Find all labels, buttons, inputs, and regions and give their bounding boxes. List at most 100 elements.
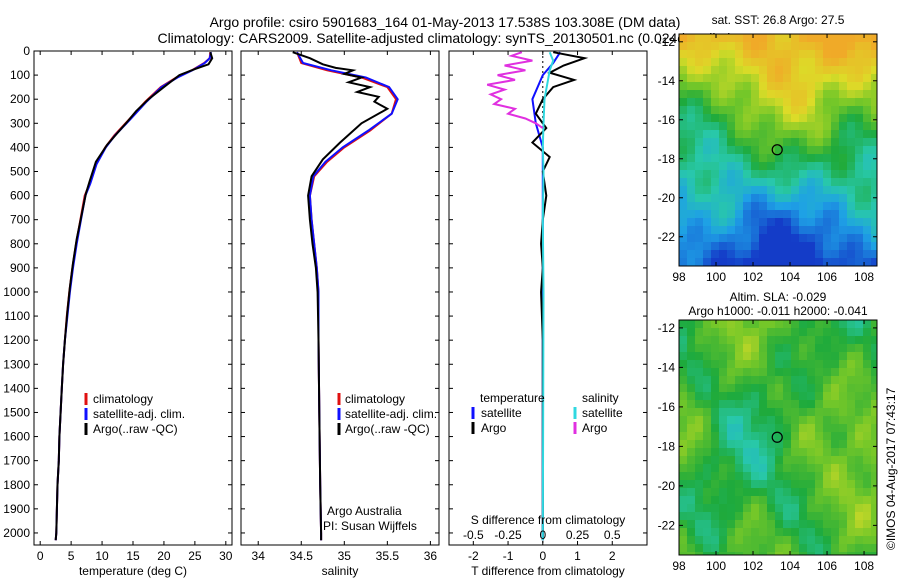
map-cell [775,130,783,138]
map-cell [807,392,815,400]
map-cell [727,368,735,376]
map-cell [799,488,807,496]
salinity-legend: climatology satellite-adj. clim. Argo(..… [337,392,437,436]
map-cell [735,432,743,440]
map-cell [759,472,767,480]
map-cell [831,42,839,50]
map-cell [751,114,759,122]
map-cell [855,66,863,74]
map-cell [751,432,759,440]
map-cell [831,504,839,512]
y-tick-label: 1600 [3,430,30,444]
map-cell [711,154,719,162]
map-cell [711,544,719,552]
map-cell [703,520,711,528]
map-cell [703,416,711,424]
map-cell [751,408,759,416]
map-cell [711,344,719,352]
map-cell [703,138,711,146]
map-cell [823,440,831,448]
map-cell [679,186,687,194]
map-cell [799,194,807,202]
map-cell [799,400,807,408]
map-cell [839,226,847,234]
map-cell [791,504,799,512]
map-cell [839,34,847,42]
map-cell [839,416,847,424]
map-cell [863,384,871,392]
map-cell [815,512,823,520]
map-cell [735,520,743,528]
map-cell [711,218,719,226]
map-cell [687,544,695,552]
map-cell [815,344,823,352]
map-cell [687,178,695,186]
map-cell [687,352,695,360]
map-cell [711,58,719,66]
map-cell [807,194,815,202]
map-cell [743,368,751,376]
map-cell [687,114,695,122]
map-cell [759,34,767,42]
map-cell [839,392,847,400]
map-cell [815,456,823,464]
map-cell [847,58,855,66]
map-cell [719,162,727,170]
map-cell [807,400,815,408]
map-cell [815,424,823,432]
map-cell [703,114,711,122]
map-cell [751,106,759,114]
map-cell [759,504,767,512]
map-cell [751,528,759,536]
map-cell [823,464,831,472]
map-frame [678,319,878,556]
map-cell [783,210,791,218]
map-cell [703,210,711,218]
map-cell [703,368,711,376]
map-cell [831,408,839,416]
map-cell [863,520,871,528]
map-cell [799,344,807,352]
map-cell [759,384,767,392]
map-cell [783,544,791,552]
map-cell [775,66,783,74]
map-cell [759,202,767,210]
map-cell [727,424,735,432]
map-cell [799,368,807,376]
map-cell [711,194,719,202]
map-cell [727,74,735,82]
map-cell [831,106,839,114]
map-cell [791,384,799,392]
map-cell [815,384,823,392]
map-cell [783,432,791,440]
map-cell [791,138,799,146]
map-cell [695,552,703,555]
map-cell [831,496,839,504]
map-cell [783,472,791,480]
map-cell [711,226,719,234]
map-cell [863,210,871,218]
map-cell [839,162,847,170]
map-cell [751,488,759,496]
map-cell [695,432,703,440]
map-cell [743,504,751,512]
map-cell [799,336,807,344]
map-cell [855,58,863,66]
map-cell [751,464,759,472]
map-cell [695,488,703,496]
map-cell [791,242,799,250]
map-cell [703,202,711,210]
map-cell [799,544,807,552]
map-cell [815,536,823,544]
map-cell [783,536,791,544]
series-line [296,51,399,541]
map-cell [711,138,719,146]
map-cell [791,456,799,464]
map-cell [831,122,839,130]
map-cell [871,130,877,138]
map-cell [791,336,799,344]
map-cell [791,186,799,194]
map-cell [839,488,847,496]
map-cell [839,520,847,528]
map-cell [791,74,799,82]
